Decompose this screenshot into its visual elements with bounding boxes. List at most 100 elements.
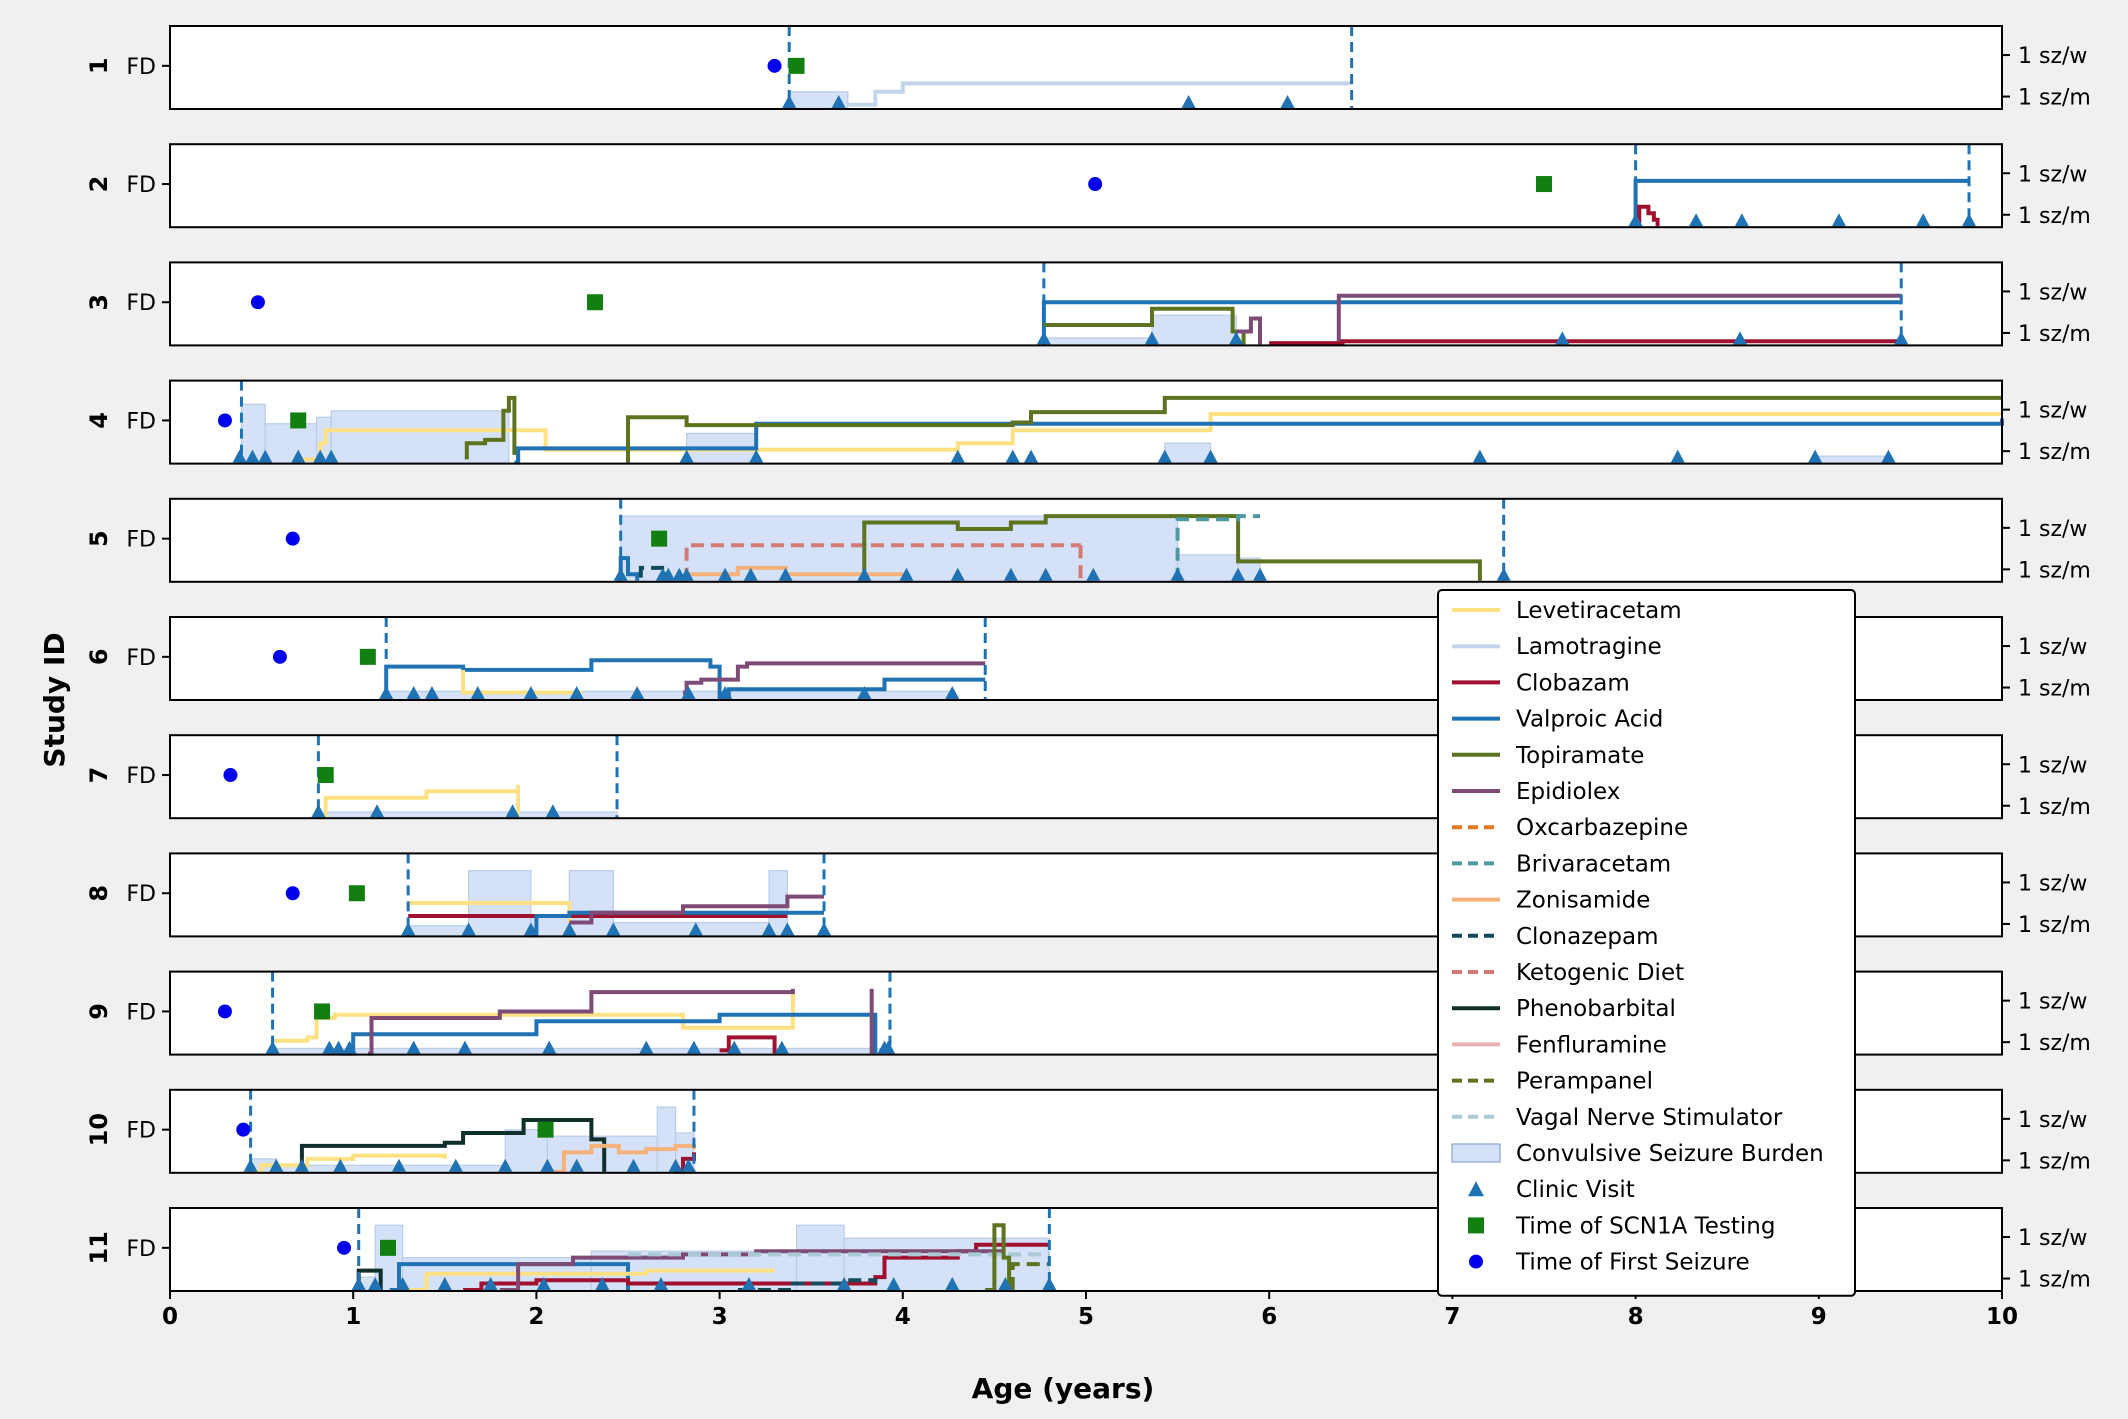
legend-item: Time of SCN1A Testing [1468, 1213, 1775, 1239]
panel-frame [169, 616, 2003, 701]
legend-item: Clinic Visit [1468, 1177, 1635, 1203]
first-seizure-marker [285, 531, 300, 546]
clinic-visit-marker [379, 686, 394, 699]
fd-label: FD [126, 1000, 156, 1025]
clinic-visit-marker [545, 804, 560, 818]
medication-line [1010, 1262, 1050, 1290]
right-tick-label: 1 sz/m [2018, 913, 2091, 938]
subject-panel: FD 4 1 sz/w 1 sz/m [85, 379, 2091, 465]
clinic-visit-marker [998, 1277, 1013, 1290]
panel-frame [169, 734, 2003, 820]
clinic-visit-marker [1170, 567, 1185, 581]
legend-label: Perampanel [1516, 1069, 1653, 1095]
first-seizure-marker [272, 649, 287, 664]
fd-label: FD [126, 646, 156, 671]
panel-frame [169, 261, 2003, 347]
clinic-visit-marker [613, 567, 628, 581]
seizure-burden-patch [1151, 314, 1237, 346]
clinic-visit-marker [294, 1158, 309, 1172]
right-tick-label: 1 sz/m [2018, 86, 2091, 111]
legend-item: Topiramate [1452, 743, 1644, 769]
x-tick-label: 9 [1811, 1304, 1827, 1330]
legend-item: Oxcarbazepine [1452, 815, 1688, 841]
clinic-visit-marker [1916, 213, 1931, 227]
right-tick-label: 1 sz/w [2018, 517, 2087, 542]
clinic-visit-marker [782, 95, 797, 108]
legend-label: Ketogenic Diet [1516, 960, 1684, 986]
fd-label: FD [126, 55, 156, 80]
clinic-visit-marker [1280, 95, 1295, 108]
panel-frame [169, 497, 2003, 583]
clinic-visit-marker [368, 1277, 383, 1290]
seizure-burden-patch [407, 925, 470, 938]
fd-label: FD [126, 1237, 156, 1262]
clinic-visit-marker [653, 1277, 668, 1290]
clinic-visit-marker [1831, 213, 1846, 227]
study-id-label: 1 [85, 57, 113, 74]
clinic-visit-marker [857, 567, 872, 581]
right-tick-label: 1 sz/m [2018, 322, 2091, 347]
legend-swatch-circle [1469, 1254, 1483, 1269]
legend-label: Oxcarbazepine [1516, 815, 1688, 841]
clinic-visit-marker [523, 686, 538, 699]
clinic-visit-marker [1496, 567, 1511, 581]
x-tick-label: 0 [162, 1304, 178, 1330]
clinic-visit-marker [681, 686, 696, 699]
medication-line [1637, 204, 1660, 227]
study-id-label: 5 [85, 530, 113, 547]
right-tick-label: 1 sz/w [2018, 871, 2087, 896]
medication-line [384, 658, 722, 699]
legend-item: Convulsive Seizure Burden [1451, 1141, 1824, 1167]
clinic-visit-marker [406, 1040, 421, 1054]
clinic-visit-marker [401, 922, 416, 936]
first-seizure-marker [223, 768, 238, 783]
medication-line [847, 81, 1352, 107]
seizure-burden-patch [1043, 337, 1153, 346]
legend-item: Zonisamide [1452, 888, 1650, 914]
x-tick-label: 7 [1444, 1304, 1460, 1330]
clinic-visit-marker [945, 686, 960, 699]
seizure-burden-patch [1176, 554, 1239, 583]
right-tick-label: 1 sz/w [2018, 280, 2087, 305]
right-tick-label: 1 sz/m [2018, 677, 2091, 702]
first-seizure-marker [767, 58, 782, 73]
clinic-visit-marker [606, 922, 621, 936]
medication-line [626, 395, 2002, 463]
clinic-visit-marker [232, 449, 247, 463]
clinic-visit-marker [1231, 567, 1246, 581]
clinic-visit-marker [837, 1277, 852, 1290]
clinic-visit-marker [392, 1158, 406, 1172]
clinic-visit-marker [243, 1158, 258, 1172]
clinic-visit-marker [1808, 449, 1823, 463]
medication-line [683, 661, 986, 695]
legend-item: Ketogenic Diet [1452, 960, 1684, 986]
clinic-visit-marker [774, 1040, 789, 1054]
right-tick-label: 1 sz/m [2018, 1268, 2091, 1293]
clinic-visit-marker [406, 686, 421, 699]
right-tick-label: 1 sz/m [2018, 204, 2091, 229]
legend-label: Time of SCN1A Testing [1515, 1213, 1775, 1239]
medication-line [686, 565, 907, 577]
medication-line [1236, 316, 1262, 345]
first-seizure-marker [217, 1004, 232, 1019]
legend-item: Epidiolex [1452, 779, 1620, 805]
clinic-visit-marker [342, 1040, 357, 1054]
legend-item: Perampanel [1452, 1069, 1653, 1095]
study-id-label: 2 [85, 176, 113, 193]
legend-label: Zonisamide [1516, 888, 1650, 914]
legend-label: Vagal Nerve Stimulator [1516, 1105, 1783, 1131]
scn1a-testing-marker [380, 1239, 397, 1256]
right-tick-label: 1 sz/w [2018, 990, 2087, 1015]
medication-line [569, 894, 824, 925]
fd-label: FD [126, 173, 156, 198]
clinic-visit-marker [1555, 331, 1570, 345]
legend-item: Clonazepam [1452, 924, 1659, 950]
clinic-visit-marker [540, 1158, 555, 1172]
right-tick-label: 1 sz/m [2018, 1031, 2091, 1056]
fd-label: FD [126, 409, 156, 434]
legend-item: Phenobarbital [1452, 996, 1676, 1022]
fd-label: FD [126, 882, 156, 907]
clinic-visit-marker [1203, 449, 1218, 463]
x-tick-label: 10 [1986, 1304, 2018, 1330]
study-id-label: 7 [85, 767, 113, 784]
